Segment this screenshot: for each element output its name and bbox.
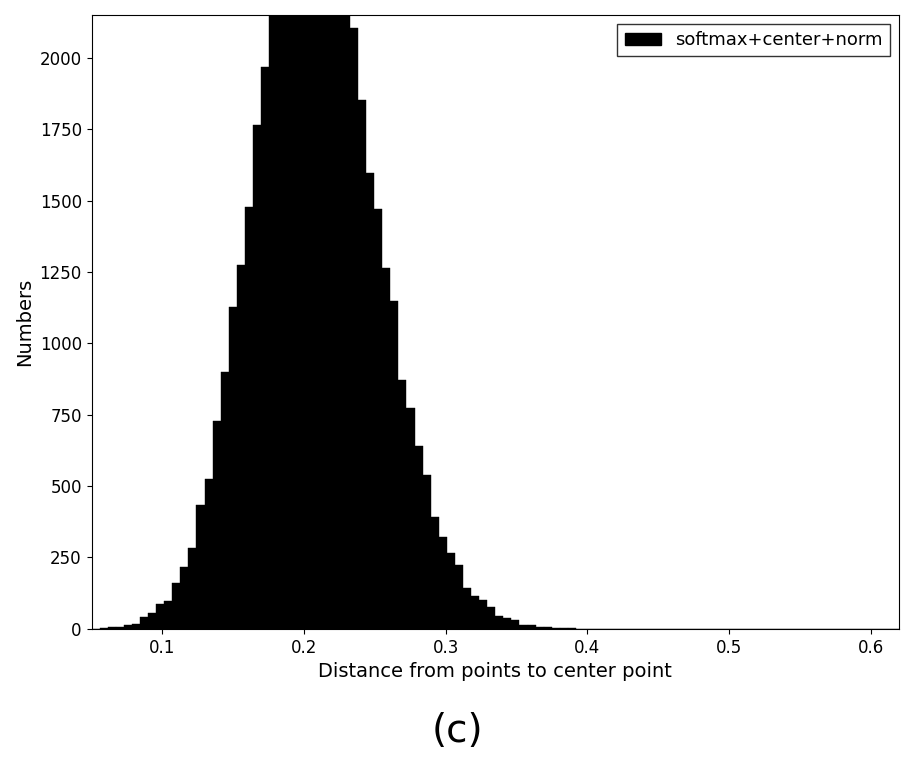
Bar — [116, 627, 123, 629]
Bar — [310, 0, 318, 629]
Bar — [220, 373, 228, 629]
Bar — [293, 0, 302, 629]
Bar — [277, 0, 285, 629]
Bar — [504, 618, 512, 629]
Bar — [140, 617, 148, 629]
Bar — [358, 100, 367, 629]
Bar — [487, 607, 495, 629]
Bar — [213, 421, 220, 629]
Bar — [422, 475, 430, 629]
Bar — [350, 28, 358, 629]
Bar — [374, 210, 382, 629]
Bar — [399, 380, 407, 629]
Bar — [430, 516, 439, 629]
Bar — [415, 446, 422, 629]
Bar — [519, 624, 527, 629]
Y-axis label: Numbers: Numbers — [15, 278, 34, 366]
Bar — [132, 624, 140, 629]
Bar — [108, 627, 116, 629]
Bar — [407, 409, 415, 629]
Bar — [165, 601, 172, 629]
Bar — [439, 537, 447, 629]
Bar — [261, 67, 269, 629]
Bar — [123, 625, 132, 629]
Bar — [245, 207, 253, 629]
Bar — [318, 0, 325, 629]
Bar — [552, 628, 560, 629]
Bar — [463, 588, 471, 629]
Legend: softmax+center+norm: softmax+center+norm — [618, 24, 890, 57]
Bar — [269, 1, 277, 629]
Bar — [342, 0, 350, 629]
Bar — [148, 613, 156, 629]
Bar — [228, 308, 237, 629]
Bar — [382, 269, 390, 629]
Bar — [447, 552, 455, 629]
Bar — [156, 604, 165, 629]
Bar — [527, 624, 536, 629]
Bar — [302, 0, 310, 629]
Bar — [390, 301, 399, 629]
Bar — [536, 627, 544, 629]
Bar — [285, 0, 293, 629]
Bar — [479, 600, 487, 629]
Bar — [544, 627, 552, 629]
Text: (c): (c) — [431, 711, 483, 750]
Bar — [180, 567, 188, 629]
Bar — [512, 620, 519, 629]
Bar — [237, 265, 245, 629]
Bar — [367, 174, 374, 629]
Bar — [471, 596, 479, 629]
Bar — [205, 479, 213, 629]
Bar — [172, 583, 180, 629]
Bar — [100, 628, 108, 629]
Bar — [325, 0, 334, 629]
Bar — [455, 565, 463, 629]
Bar — [334, 0, 342, 629]
Bar — [253, 125, 261, 629]
Bar — [188, 548, 197, 629]
X-axis label: Distance from points to center point: Distance from points to center point — [318, 662, 672, 681]
Bar — [495, 617, 504, 629]
Bar — [197, 505, 205, 629]
